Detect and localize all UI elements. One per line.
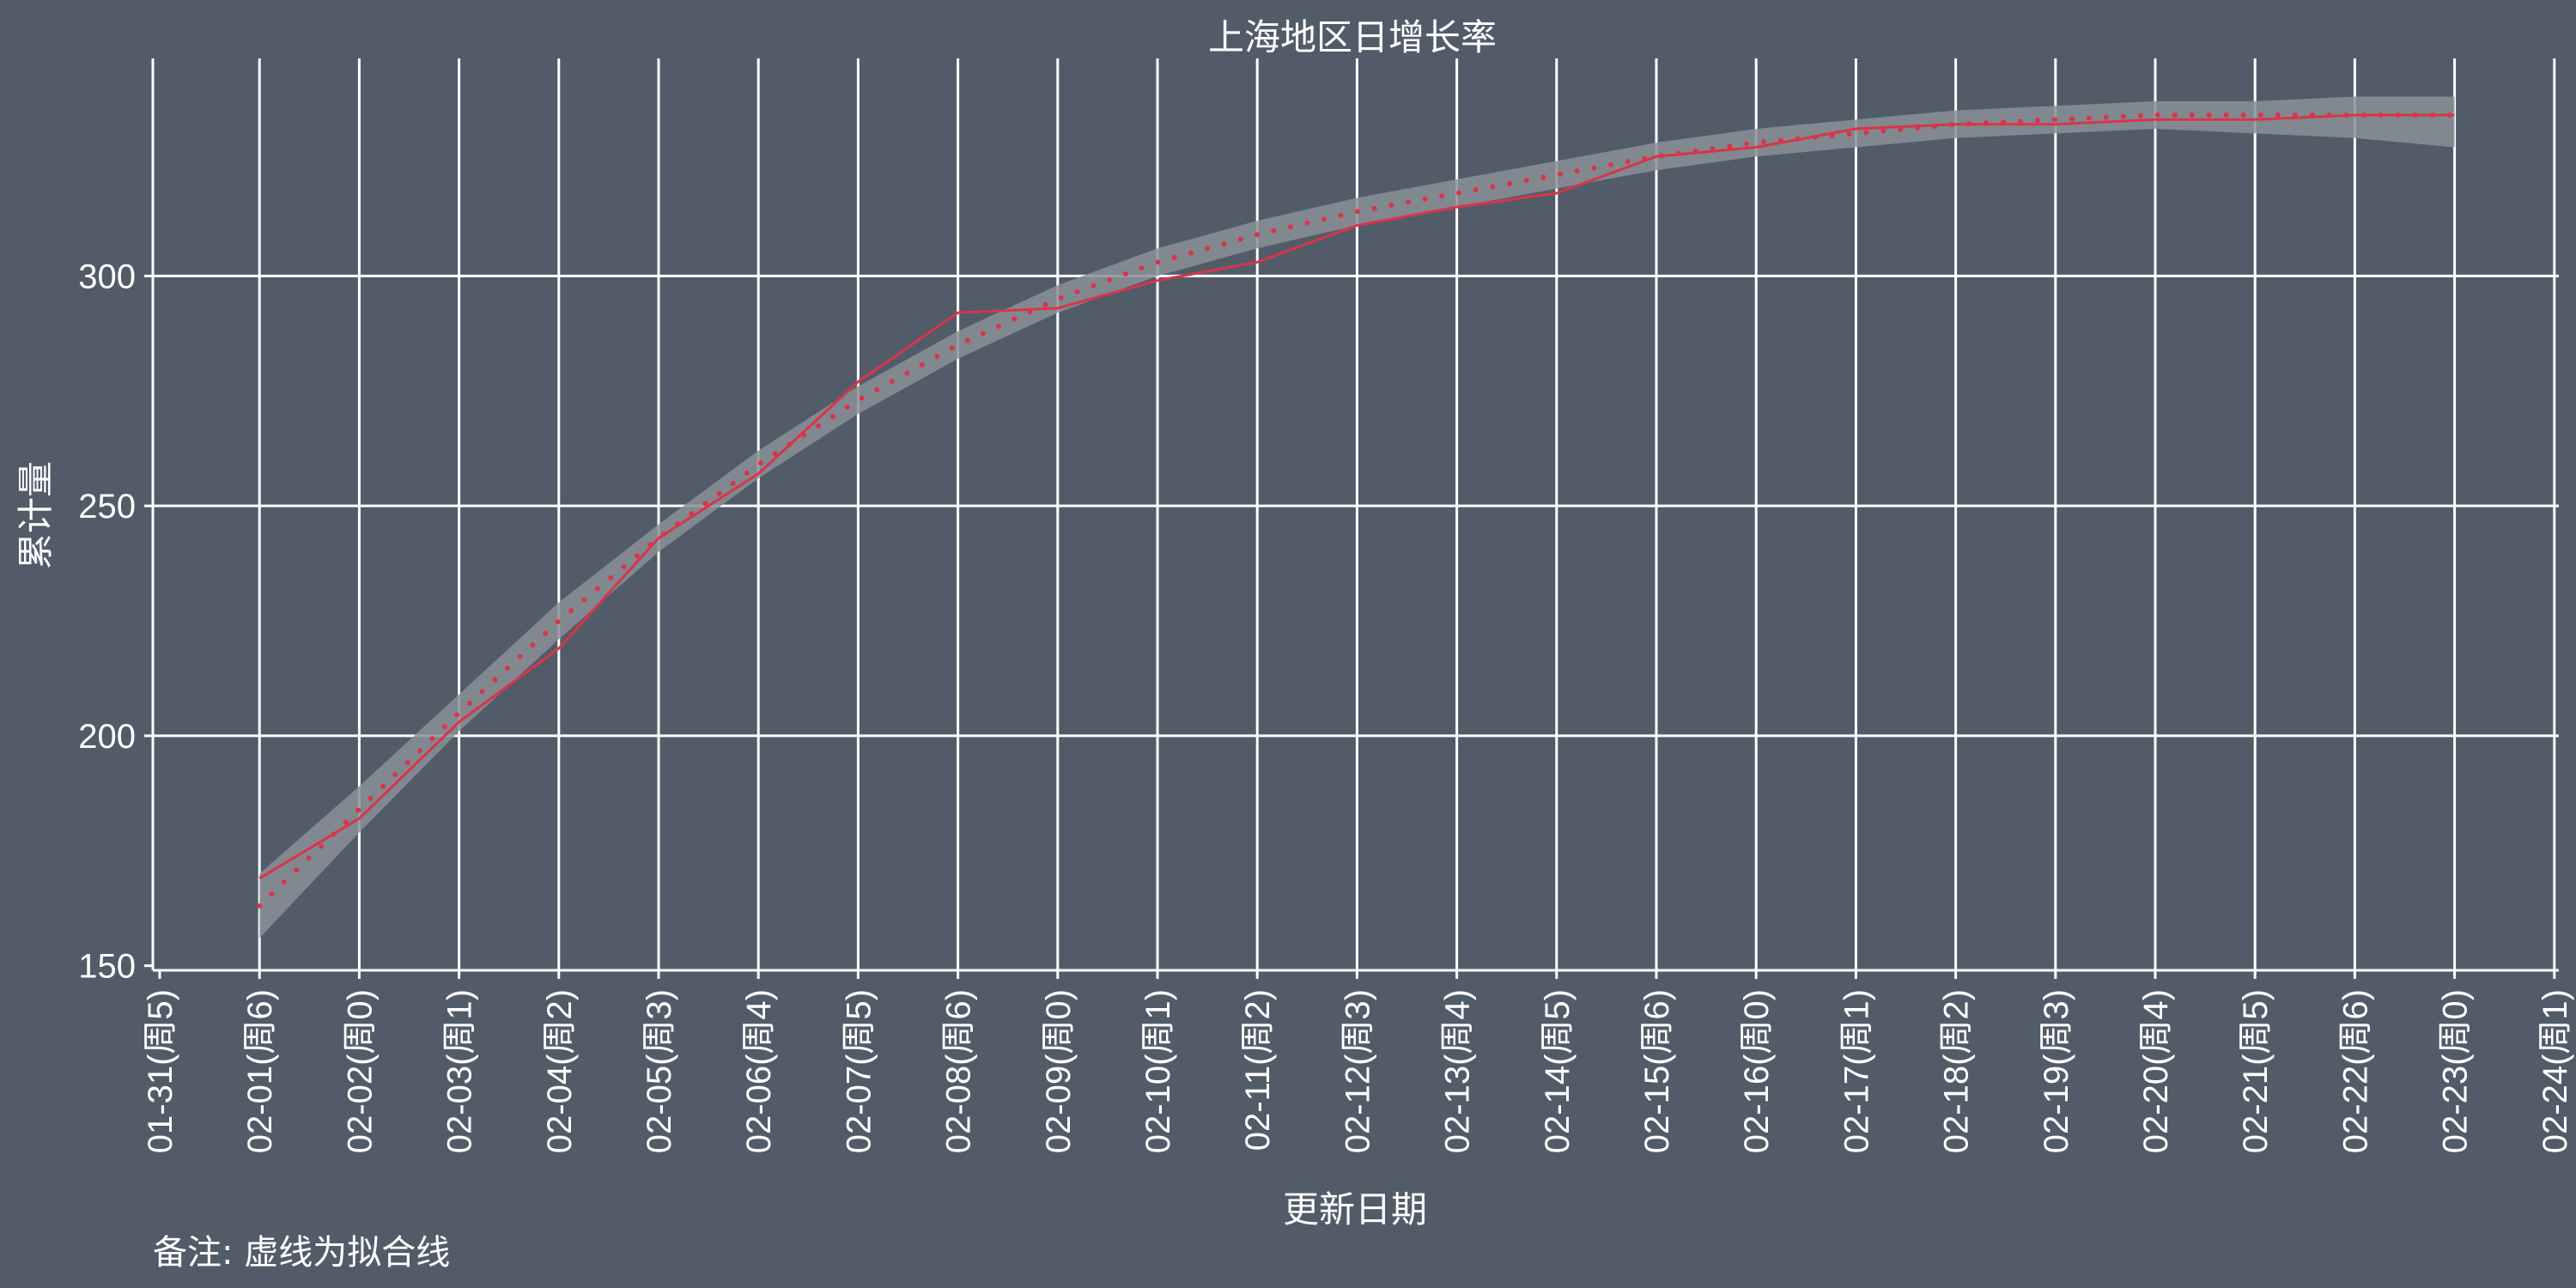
x-tick-label: 02-17(周1) <box>1838 989 1875 1153</box>
y-tick-label: 150 <box>78 948 136 986</box>
x-tick-label: 02-05(周3) <box>641 989 678 1153</box>
x-tick-label: 02-18(周2) <box>1938 989 1976 1153</box>
x-tick-label: 02-13(周4) <box>1439 989 1477 1153</box>
y-tick-label: 200 <box>78 718 136 756</box>
y-tick-label: 250 <box>78 488 136 526</box>
x-tick-label: 02-02(周0) <box>341 989 379 1153</box>
x-tick-label: 02-21(周5) <box>2237 989 2275 1153</box>
x-tick-label: 02-20(周4) <box>2137 989 2175 1153</box>
grid-lines <box>153 58 2559 970</box>
x-tick-label: 01-31(周5) <box>142 989 179 1153</box>
confidence-band <box>259 96 2455 939</box>
y-axis-title: 累计量 <box>15 461 57 569</box>
x-tick-label: 02-08(周6) <box>940 989 978 1153</box>
actual-line <box>258 113 2455 880</box>
x-tick-label: 02-12(周3) <box>1339 989 1376 1153</box>
x-tick-label: 02-11(周2) <box>1239 989 1277 1151</box>
x-tick-label: 02-15(周6) <box>1638 989 1676 1153</box>
x-tick-label: 02-24(周1) <box>2537 989 2574 1153</box>
x-tick-label: 02-04(周2) <box>541 989 579 1153</box>
confidence-band-layer <box>259 96 2455 939</box>
fitted-line <box>257 112 2458 908</box>
x-tick-label: 02-03(周1) <box>441 989 479 1153</box>
x-tick-label: 02-19(周3) <box>2038 989 2075 1153</box>
x-axis-title: 更新日期 <box>1283 1188 1427 1230</box>
x-tick-label: 02-14(周5) <box>1539 989 1577 1153</box>
x-tick-label: 02-06(周4) <box>740 989 778 1153</box>
x-tick-label: 02-23(周0) <box>2437 989 2475 1153</box>
x-tick-label: 02-09(周0) <box>1040 989 1078 1153</box>
x-tick-label: 02-07(周5) <box>840 989 878 1153</box>
x-tick-label: 02-01(周6) <box>241 989 279 1153</box>
chart-title: 上海地区日增长率 <box>1208 16 1497 58</box>
footnote: 备注: 虚线为拟合线 <box>153 1233 450 1273</box>
x-tick-label: 02-16(周0) <box>1738 989 1776 1153</box>
axis-layer: 150 200 250 300 01-31(周5) 02-01(周6) 02-02(周0) 0… <box>78 58 2574 1153</box>
x-tick-label: 02-10(周1) <box>1139 989 1177 1153</box>
x-tick-label: 02-22(周6) <box>2336 989 2374 1153</box>
y-tick-label: 300 <box>78 258 136 295</box>
series-layer <box>257 112 2458 908</box>
